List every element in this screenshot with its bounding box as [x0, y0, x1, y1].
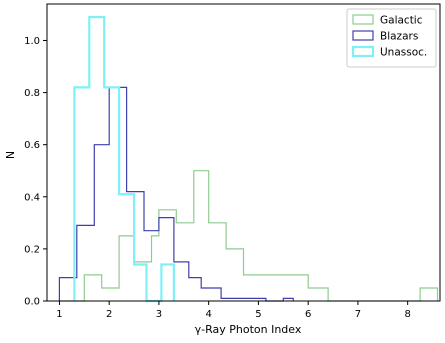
x-tick-label: 2 — [106, 309, 112, 320]
histogram-series-1 — [58, 86, 294, 302]
legend-label-0: Galactic — [380, 15, 423, 27]
x-tick-label: 4 — [205, 309, 211, 320]
y-axis-label: N — [4, 151, 17, 159]
x-tick-label: 6 — [305, 309, 311, 320]
legend-label-1: Blazars — [380, 31, 418, 43]
y-tick-label: 0.6 — [24, 140, 40, 151]
x-tick-label: 7 — [355, 309, 361, 320]
x-tick-label: 1 — [56, 309, 62, 320]
plot-frame — [46, 3, 441, 302]
legend-label-2: Unassoc. — [380, 47, 427, 59]
histogram-series-2 — [73, 15, 175, 303]
x-tick-label: 8 — [404, 309, 410, 320]
legend-swatch-0 — [352, 14, 374, 25]
legend: Galactic Blazars Unassoc. — [346, 8, 437, 68]
y-tick-label: 0.2 — [24, 244, 40, 255]
histogram-series-0 — [59, 170, 439, 302]
axes: 1 2 3 4 5 6 7 8 0.0 0.2 0.4 0.6 0.8 1.0 — [24, 3, 441, 320]
legend-swatch-2 — [351, 45, 375, 58]
y-tick-label: 0.8 — [24, 88, 40, 99]
x-tick-label: 5 — [255, 309, 261, 320]
y-tick-label: 0.4 — [24, 192, 40, 203]
x-axis-label: γ-Ray Photon Index — [195, 323, 302, 336]
legend-swatch-1 — [352, 30, 374, 41]
x-tick-label: 3 — [156, 309, 162, 320]
y-tick-label: 0.0 — [24, 297, 40, 308]
y-tick-label: 1.0 — [24, 36, 40, 47]
